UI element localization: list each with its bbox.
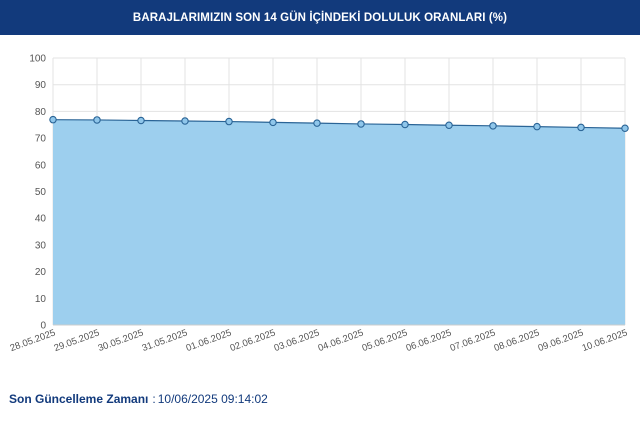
last-updated-separator: : [152, 392, 156, 406]
data-point [445, 121, 453, 130]
y-tick-label: 10 [35, 294, 47, 305]
y-tick-label: 50 [35, 187, 47, 198]
x-tick-label: 06.06.2025 [405, 327, 453, 354]
data-point [225, 117, 233, 126]
chart-title-bar: BARAJLARIMIZIN SON 14 GÜN İÇİNDEKİ DOLUL… [0, 0, 640, 35]
data-point [137, 116, 145, 125]
x-tick-label: 04.06.2025 [317, 327, 365, 354]
x-tick-label: 02.06.2025 [229, 327, 277, 354]
data-point [313, 119, 321, 127]
data-point [401, 120, 409, 129]
x-tick-label: 01.06.2025 [185, 327, 233, 354]
data-point [533, 122, 541, 131]
data-point [269, 118, 277, 127]
x-tick-label: 10.06.2025 [581, 327, 629, 354]
y-tick-label: 70 [35, 134, 47, 145]
x-tick-label: 03.06.2025 [273, 327, 321, 354]
y-axis: 0 10 20 30 40 50 60 70 80 90 100 [29, 54, 46, 332]
data-point [181, 117, 189, 125]
data-point [489, 122, 497, 130]
x-tick-label: 29.05.2025 [53, 327, 101, 354]
area-fill [53, 119, 625, 325]
chart-title: BARAJLARIMIZIN SON 14 GÜN İÇİNDEKİ DOLUL… [132, 11, 508, 24]
x-tick-label: 09.06.2025 [537, 327, 585, 354]
series-line [52, 119, 626, 129]
y-tick-label: 60 [35, 160, 47, 171]
area-series [52, 119, 626, 325]
x-tick-label: 30.05.2025 [97, 327, 145, 354]
data-point [93, 116, 101, 124]
y-tick-label: 100 [29, 54, 46, 65]
y-tick-label: 90 [35, 80, 47, 91]
data-point [357, 120, 365, 128]
y-tick-label: 0 [40, 321, 46, 332]
y-tick-label: 80 [35, 107, 47, 118]
data-point [577, 123, 585, 132]
data-point [49, 115, 57, 124]
x-axis: 28.05.202529.05.202530.05.202531.05.2025… [9, 324, 629, 354]
x-tick-label: 28.05.2025 [9, 327, 57, 354]
x-tick-label: 08.06.2025 [493, 327, 541, 354]
x-tick-label: 07.06.2025 [449, 327, 497, 354]
last-updated: Son Güncelleme Zamanı:10/06/2025 09:14:0… [9, 392, 268, 406]
y-tick-label: 40 [35, 214, 47, 225]
data-point [621, 124, 629, 132]
dam-occupancy-chart: 0 10 20 30 40 50 60 70 80 90 100 28.05.202529.05.2… [9, 54, 629, 355]
last-updated-label: Son Güncelleme Zamanı [9, 392, 149, 406]
y-tick-label: 30 [35, 240, 47, 251]
markers [49, 115, 629, 132]
y-tick-label: 20 [35, 267, 47, 278]
last-updated-value: 10/06/2025 09:14:02 [157, 392, 268, 406]
x-tick-label: 31.05.2025 [141, 327, 189, 354]
x-tick-label: 05.06.2025 [361, 327, 409, 354]
